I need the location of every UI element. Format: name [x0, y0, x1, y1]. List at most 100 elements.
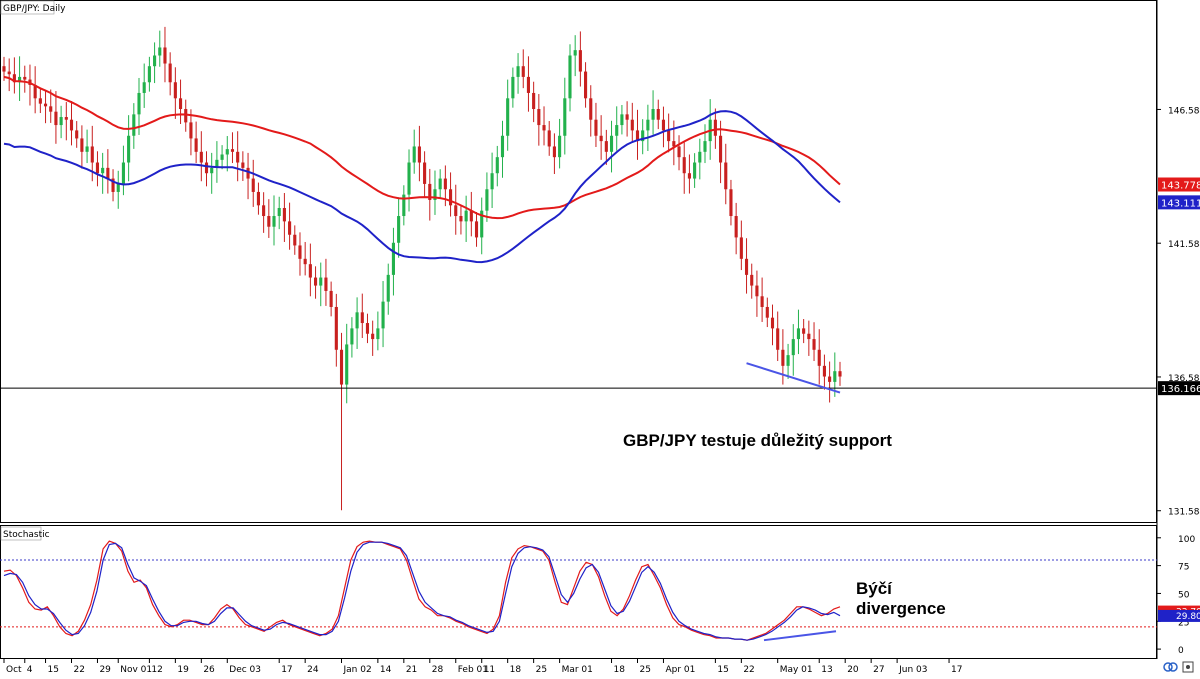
candle-body: [604, 141, 608, 152]
candle-body: [350, 328, 354, 345]
candle-body: [469, 210, 473, 222]
candle-body: [641, 130, 645, 142]
candle-body: [163, 47, 167, 64]
time-tick-label: 11: [484, 665, 495, 675]
time-tick-label: 17: [281, 665, 292, 675]
divergence-annotation-line1: Býčí: [856, 579, 893, 598]
time-tick-label: Jan 02: [343, 665, 372, 675]
candle-body: [111, 178, 115, 192]
candle-body: [796, 328, 801, 340]
candle-body: [59, 117, 63, 126]
candle-body: [64, 117, 68, 120]
candle-body: [781, 349, 785, 366]
candle-body: [770, 317, 775, 329]
ma-red-line: [3, 75, 841, 220]
chart-title: GBP/JPY: Daily: [3, 4, 66, 14]
candle-body: [443, 178, 447, 190]
candle-body: [542, 125, 546, 131]
stoch-tick-label: 0: [1178, 646, 1184, 656]
candle-body: [609, 135, 614, 152]
time-axis: Oct 4 15 22 29 Nov 01 12 19 26 Dec 03 17 24 Jan 02 14…: [3, 659, 962, 675]
price-tick-label: 131.584: [1168, 508, 1200, 518]
candle-body: [807, 333, 811, 340]
price-tick-label: 141.584: [1168, 240, 1200, 250]
candle-body: [817, 349, 821, 366]
candle-body: [272, 216, 276, 227]
candle-body: [298, 245, 302, 259]
candle-body: [288, 221, 292, 235]
candle-body: [703, 141, 707, 152]
main-panel-frame: [0, 0, 1157, 523]
candle-body: [386, 274, 390, 302]
time-tick-label: 28: [432, 665, 444, 675]
candle-body: [199, 151, 203, 163]
candle-body: [454, 205, 458, 217]
candle-body: [18, 76, 22, 83]
stoch-k-line: [3, 540, 841, 641]
candle-body: [339, 349, 344, 385]
stoch-tick-label: 25: [1178, 618, 1189, 628]
candle-body: [251, 178, 255, 192]
candle-body: [791, 339, 795, 356]
candle-body: [397, 216, 401, 243]
candle-body: [407, 162, 411, 195]
candle-body: [635, 130, 640, 142]
time-tick-label: Feb 01: [458, 665, 488, 675]
current-price-badge: 136.166: [1158, 381, 1200, 396]
time-tick-label: 17: [951, 665, 962, 675]
time-tick-label: 18: [510, 665, 522, 675]
time-tick-label: Jun 03: [898, 665, 927, 675]
tradingview-logo-icon: [1163, 661, 1194, 673]
candle-body: [698, 151, 702, 163]
candle-body: [423, 162, 427, 184]
candle-body: [132, 114, 136, 136]
price-tick-label: 146.584: [1168, 106, 1200, 116]
candle-body: [511, 76, 515, 99]
candle-body: [85, 146, 89, 152]
stoch-title-bg: [0, 526, 42, 541]
candle-body: [449, 189, 453, 206]
candle-body: [667, 130, 671, 142]
candle-body: [578, 50, 582, 72]
time-tick-label: Apr 01: [665, 665, 695, 675]
candle-body: [220, 154, 224, 160]
time-tick-label: 15: [48, 665, 59, 675]
time-tick-label: Mar 01: [562, 665, 593, 675]
time-tick-label: 27: [873, 665, 884, 675]
candle-body: [485, 189, 489, 211]
time-tick-label: 18: [614, 665, 626, 675]
candle-body: [241, 162, 245, 168]
stoch-layer: [3, 540, 841, 641]
chart-title-bg: [0, 0, 55, 15]
candle-body: [324, 277, 328, 291]
time-tick-label: 21: [406, 665, 417, 675]
time-tick-label: 14: [380, 665, 392, 675]
candle-body: [391, 242, 395, 275]
candle-body: [334, 306, 338, 350]
candle-body: [724, 162, 728, 190]
candle-body: [158, 47, 162, 56]
candle-body: [75, 130, 79, 139]
candle-body: [267, 216, 271, 227]
candle-body: [828, 376, 832, 382]
candle-body: [23, 76, 27, 80]
candle-body: [69, 119, 74, 131]
candle-body: [90, 146, 94, 163]
candle-body: [2, 66, 6, 72]
candle-body: [313, 277, 318, 286]
divergence-annotation-line2: divergence: [856, 599, 946, 618]
time-tick-label: 29: [99, 665, 111, 675]
candle-body: [33, 84, 37, 99]
price-axis: 146.584 141.584 136.584 131.584: [1157, 106, 1200, 518]
time-tick-label: 24: [307, 665, 319, 675]
candle-body: [822, 365, 826, 377]
candle-body: [802, 328, 806, 334]
candle-body: [656, 109, 660, 120]
candle-body: [765, 306, 769, 318]
candle-body: [594, 119, 598, 136]
candle-body: [776, 328, 780, 350]
candle-body: [7, 71, 11, 75]
candle-body: [101, 167, 105, 174]
